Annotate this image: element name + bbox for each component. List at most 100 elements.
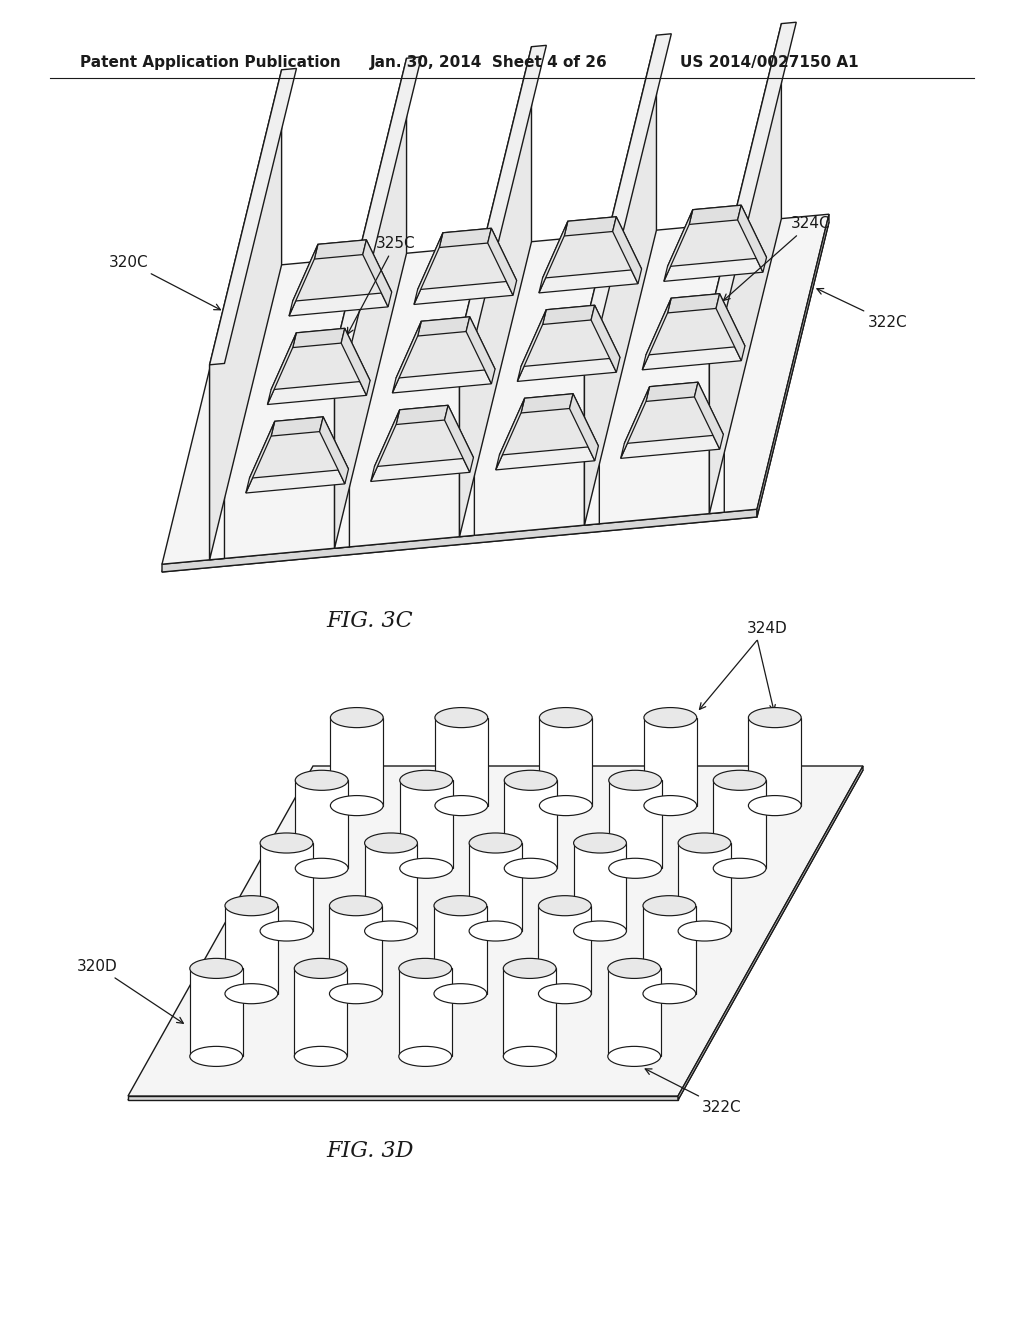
Polygon shape: [710, 317, 724, 513]
Polygon shape: [496, 399, 524, 470]
Polygon shape: [271, 329, 370, 389]
Polygon shape: [267, 333, 296, 404]
Polygon shape: [573, 843, 627, 931]
Polygon shape: [504, 969, 556, 1056]
Text: US 2014/0027150 A1: US 2014/0027150 A1: [680, 55, 859, 70]
Polygon shape: [710, 22, 797, 318]
Polygon shape: [540, 718, 592, 805]
Polygon shape: [375, 405, 473, 467]
Polygon shape: [162, 510, 757, 572]
Polygon shape: [392, 331, 492, 393]
Polygon shape: [678, 766, 863, 1100]
Polygon shape: [500, 393, 598, 455]
Polygon shape: [293, 329, 345, 347]
Polygon shape: [267, 343, 367, 404]
Polygon shape: [469, 843, 522, 931]
Polygon shape: [371, 420, 470, 482]
Text: 322C: 322C: [645, 1069, 741, 1115]
Polygon shape: [162, 222, 829, 572]
Ellipse shape: [189, 958, 243, 978]
Polygon shape: [128, 1096, 678, 1100]
Polygon shape: [331, 718, 383, 805]
Ellipse shape: [294, 1047, 347, 1067]
Ellipse shape: [225, 983, 278, 1003]
Ellipse shape: [678, 833, 731, 853]
Polygon shape: [246, 432, 345, 492]
Ellipse shape: [678, 921, 731, 941]
Ellipse shape: [435, 796, 487, 816]
Ellipse shape: [330, 983, 382, 1003]
Text: Jan. 30, 2014  Sheet 4 of 26: Jan. 30, 2014 Sheet 4 of 26: [370, 55, 608, 70]
Polygon shape: [335, 57, 422, 354]
Ellipse shape: [295, 771, 348, 791]
Polygon shape: [714, 780, 766, 869]
Polygon shape: [487, 228, 517, 296]
Ellipse shape: [260, 833, 313, 853]
Ellipse shape: [435, 708, 487, 727]
Ellipse shape: [260, 921, 313, 941]
Ellipse shape: [330, 896, 382, 916]
Ellipse shape: [365, 921, 418, 941]
Polygon shape: [396, 405, 449, 425]
Ellipse shape: [608, 1047, 660, 1067]
Polygon shape: [646, 293, 744, 355]
Polygon shape: [644, 718, 696, 805]
Text: 324D: 324D: [699, 620, 787, 709]
Polygon shape: [608, 780, 662, 869]
Text: FIG. 3C: FIG. 3C: [327, 610, 414, 632]
Text: FIG. 3D: FIG. 3D: [327, 1140, 414, 1162]
Polygon shape: [435, 718, 487, 805]
Polygon shape: [585, 34, 672, 330]
Polygon shape: [621, 397, 720, 458]
Polygon shape: [517, 319, 616, 381]
Ellipse shape: [540, 708, 592, 727]
Ellipse shape: [331, 796, 383, 816]
Ellipse shape: [399, 771, 453, 791]
Text: Patent Application Publication: Patent Application Publication: [80, 55, 341, 70]
Ellipse shape: [644, 796, 696, 816]
Ellipse shape: [643, 896, 695, 916]
Polygon shape: [539, 222, 568, 293]
Text: 320C: 320C: [110, 255, 220, 310]
Polygon shape: [460, 45, 547, 342]
Ellipse shape: [295, 858, 348, 878]
Ellipse shape: [749, 796, 801, 816]
Polygon shape: [625, 383, 723, 444]
Polygon shape: [246, 421, 274, 492]
Text: 324C: 324C: [724, 216, 830, 301]
Polygon shape: [210, 70, 282, 560]
Ellipse shape: [573, 833, 627, 853]
Ellipse shape: [398, 1047, 452, 1067]
Ellipse shape: [365, 833, 418, 853]
Ellipse shape: [469, 833, 522, 853]
Polygon shape: [335, 58, 407, 548]
Polygon shape: [398, 969, 452, 1056]
Polygon shape: [521, 393, 573, 413]
Polygon shape: [210, 69, 297, 364]
Ellipse shape: [399, 858, 453, 878]
Polygon shape: [689, 205, 741, 224]
Polygon shape: [564, 216, 616, 236]
Ellipse shape: [539, 983, 591, 1003]
Polygon shape: [496, 408, 595, 470]
Polygon shape: [289, 244, 317, 315]
Polygon shape: [319, 417, 348, 484]
Polygon shape: [517, 310, 546, 381]
Ellipse shape: [398, 958, 452, 978]
Polygon shape: [466, 317, 495, 384]
Ellipse shape: [504, 858, 557, 878]
Polygon shape: [504, 780, 557, 869]
Ellipse shape: [294, 958, 347, 978]
Ellipse shape: [643, 983, 695, 1003]
Polygon shape: [414, 232, 443, 305]
Text: 320D: 320D: [77, 958, 183, 1023]
Polygon shape: [460, 46, 531, 537]
Polygon shape: [678, 843, 731, 931]
Polygon shape: [271, 417, 324, 436]
Polygon shape: [260, 843, 313, 931]
Polygon shape: [250, 417, 348, 478]
Polygon shape: [289, 255, 388, 315]
Polygon shape: [749, 718, 801, 805]
Polygon shape: [396, 317, 495, 379]
Polygon shape: [365, 843, 418, 931]
